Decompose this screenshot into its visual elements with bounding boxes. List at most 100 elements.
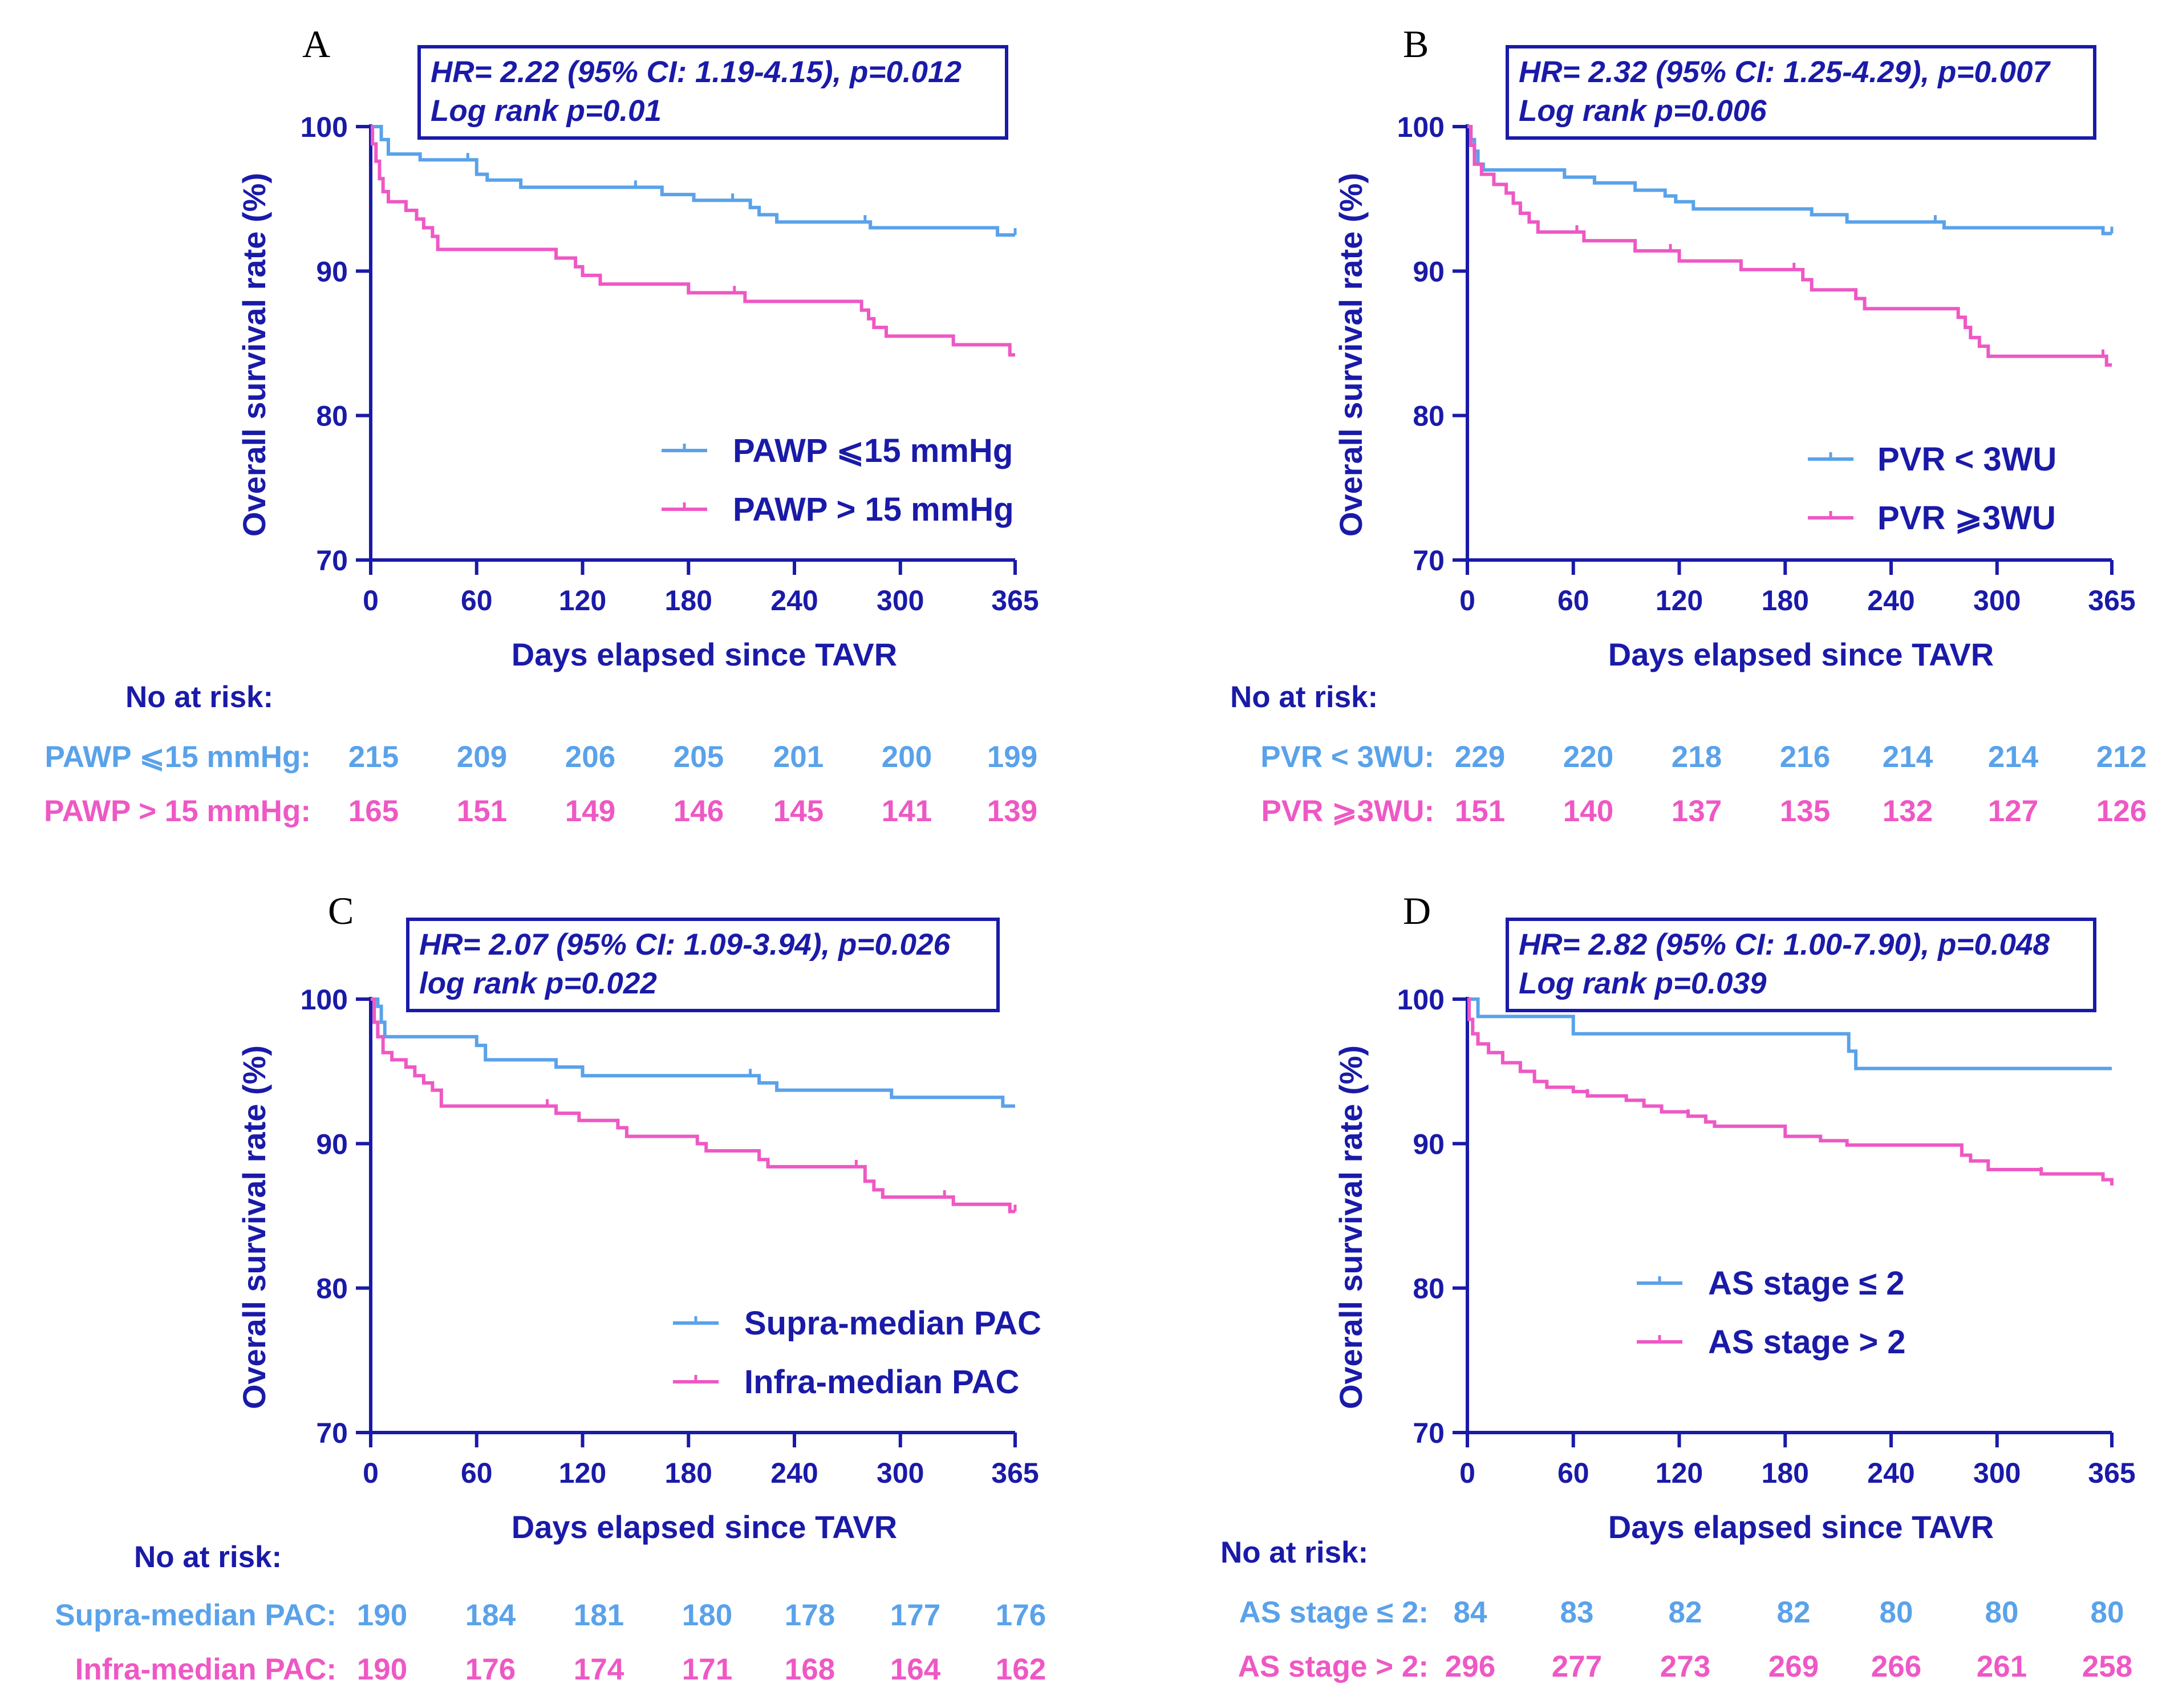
panel-letter: A [302,22,330,66]
y-axis-label: Overall survival rate (%) [236,173,272,537]
risk-row-label: Infra-median PAC: [75,1653,336,1686]
panel-C: C HR= 2.07 (95% CI: 1.09-3.94), p=0.026 lo… [55,889,1046,1686]
risk-value: 190 [357,1653,407,1686]
y-tick-label: 100 [1397,111,1445,143]
risk-value: 220 [1563,740,1613,774]
y-tick-label: 80 [316,400,348,432]
risk-value: 80 [1985,1596,2019,1629]
risk-value: 218 [1672,740,1722,774]
risk-table-title: No at risk: [125,680,273,714]
y-tick-label: 70 [316,545,348,577]
risk-value: 181 [574,1599,624,1632]
risk-value: 162 [996,1653,1046,1686]
risk-value: 140 [1563,794,1613,828]
risk-value: 200 [882,740,932,774]
x-tick-label: 60 [1557,585,1589,616]
x-axis-label: Days elapsed since TAVR [1608,1509,1994,1545]
x-tick-label: 180 [1762,585,1809,616]
y-tick-label: 100 [301,984,348,1016]
risk-value: 296 [1445,1650,1495,1683]
risk-value: 201 [773,740,824,774]
risk-table-title: No at risk: [134,1540,282,1574]
risk-row-label: AS stage > 2: [1238,1650,1429,1683]
x-tick-label: 365 [991,1457,1039,1489]
x-tick-label: 60 [461,1457,493,1489]
survival-curve-series-2 [371,997,1015,1214]
risk-value: 277 [1552,1650,1602,1683]
y-tick-label: 70 [1413,545,1445,577]
stats-line: Log rank p=0.006 [1519,94,1767,128]
risk-value: 126 [2096,794,2147,828]
x-tick-label: 300 [877,1457,924,1489]
stats-box [417,45,1008,140]
y-tick-label: 100 [1397,984,1445,1016]
stats-line: HR= 2.32 (95% CI: 1.25-4.29), p=0.007 [1519,55,2051,89]
panel-letter: D [1403,889,1431,932]
stats-line: HR= 2.07 (95% CI: 1.09-3.94), p=0.026 [419,928,950,961]
x-axis-label: Days elapsed since TAVR [512,636,897,672]
risk-value: 168 [785,1653,835,1686]
risk-value: 215 [348,740,399,774]
stats-line: log rank p=0.022 [419,967,657,1000]
legend-label: AS stage ≤ 2 [1708,1265,1905,1302]
risk-value: 261 [1977,1650,2027,1683]
survival-curve-series-2 [1467,997,2114,1186]
x-tick-label: 0 [363,585,379,616]
x-tick-label: 120 [1656,585,1703,616]
risk-value: 190 [357,1599,407,1632]
y-tick-label: 80 [1413,400,1445,432]
risk-value: 269 [1768,1650,1819,1683]
stats-line: Log rank p=0.01 [431,94,662,128]
risk-value: 178 [785,1599,835,1632]
x-tick-label: 0 [1459,585,1475,616]
risk-value: 214 [1883,740,1933,774]
risk-value: 212 [2096,740,2147,774]
panel-letter: B [1403,22,1429,66]
y-tick-label: 90 [1413,1128,1445,1160]
survival-curve-series-2 [371,125,1015,357]
x-tick-label: 60 [461,585,493,616]
legend-label: Supra-median PAC [744,1305,1041,1342]
survival-curve-series-2 [1467,125,2112,367]
risk-value: 141 [882,794,932,828]
risk-row-label: PVR < 3WU: [1260,740,1434,774]
y-tick-label: 80 [1413,1273,1445,1305]
risk-value: 137 [1672,794,1722,828]
x-tick-label: 365 [991,585,1039,616]
risk-value: 83 [1560,1596,1594,1629]
legend-label: PAWP ⩽15 mmHg [733,432,1013,469]
x-tick-label: 60 [1557,1457,1589,1489]
risk-value: 151 [457,794,507,828]
x-tick-label: 240 [770,585,818,616]
x-tick-label: 120 [559,585,606,616]
legend-label: PVR ⩾3WU [1877,500,2056,537]
y-tick-label: 90 [316,1128,348,1160]
risk-value: 149 [565,794,615,828]
risk-value: 145 [773,794,824,828]
legend-label: Infra-median PAC [744,1364,1019,1401]
stats-line: HR= 2.82 (95% CI: 1.00-7.90), p=0.048 [1519,928,2050,961]
risk-value: 177 [890,1599,940,1632]
legend-label: AS stage > 2 [1708,1324,1906,1361]
survival-curve-series-1 [1467,125,2112,236]
risk-value: 174 [574,1653,624,1686]
risk-value: 199 [987,740,1037,774]
risk-row-label: PVR ⩾3WU: [1261,794,1434,828]
x-tick-label: 365 [2088,585,2135,616]
risk-value: 151 [1455,794,1505,828]
y-axis-label: Overall survival rate (%) [1333,173,1369,537]
y-tick-label: 70 [316,1417,348,1449]
risk-value: 176 [996,1599,1046,1632]
risk-value: 171 [682,1653,732,1686]
survival-curve-series-1 [371,125,1015,237]
x-tick-label: 300 [1973,1457,2021,1489]
x-axis-label: Days elapsed since TAVR [1608,636,1994,672]
panel-letter: C [328,889,354,932]
y-tick-label: 100 [301,111,348,143]
x-tick-label: 0 [363,1457,379,1489]
x-tick-label: 120 [1656,1457,1703,1489]
risk-value: 82 [1669,1596,1702,1629]
legend-label: PVR < 3WU [1877,441,2056,478]
risk-value: 206 [565,740,615,774]
x-tick-label: 240 [1867,1457,1914,1489]
